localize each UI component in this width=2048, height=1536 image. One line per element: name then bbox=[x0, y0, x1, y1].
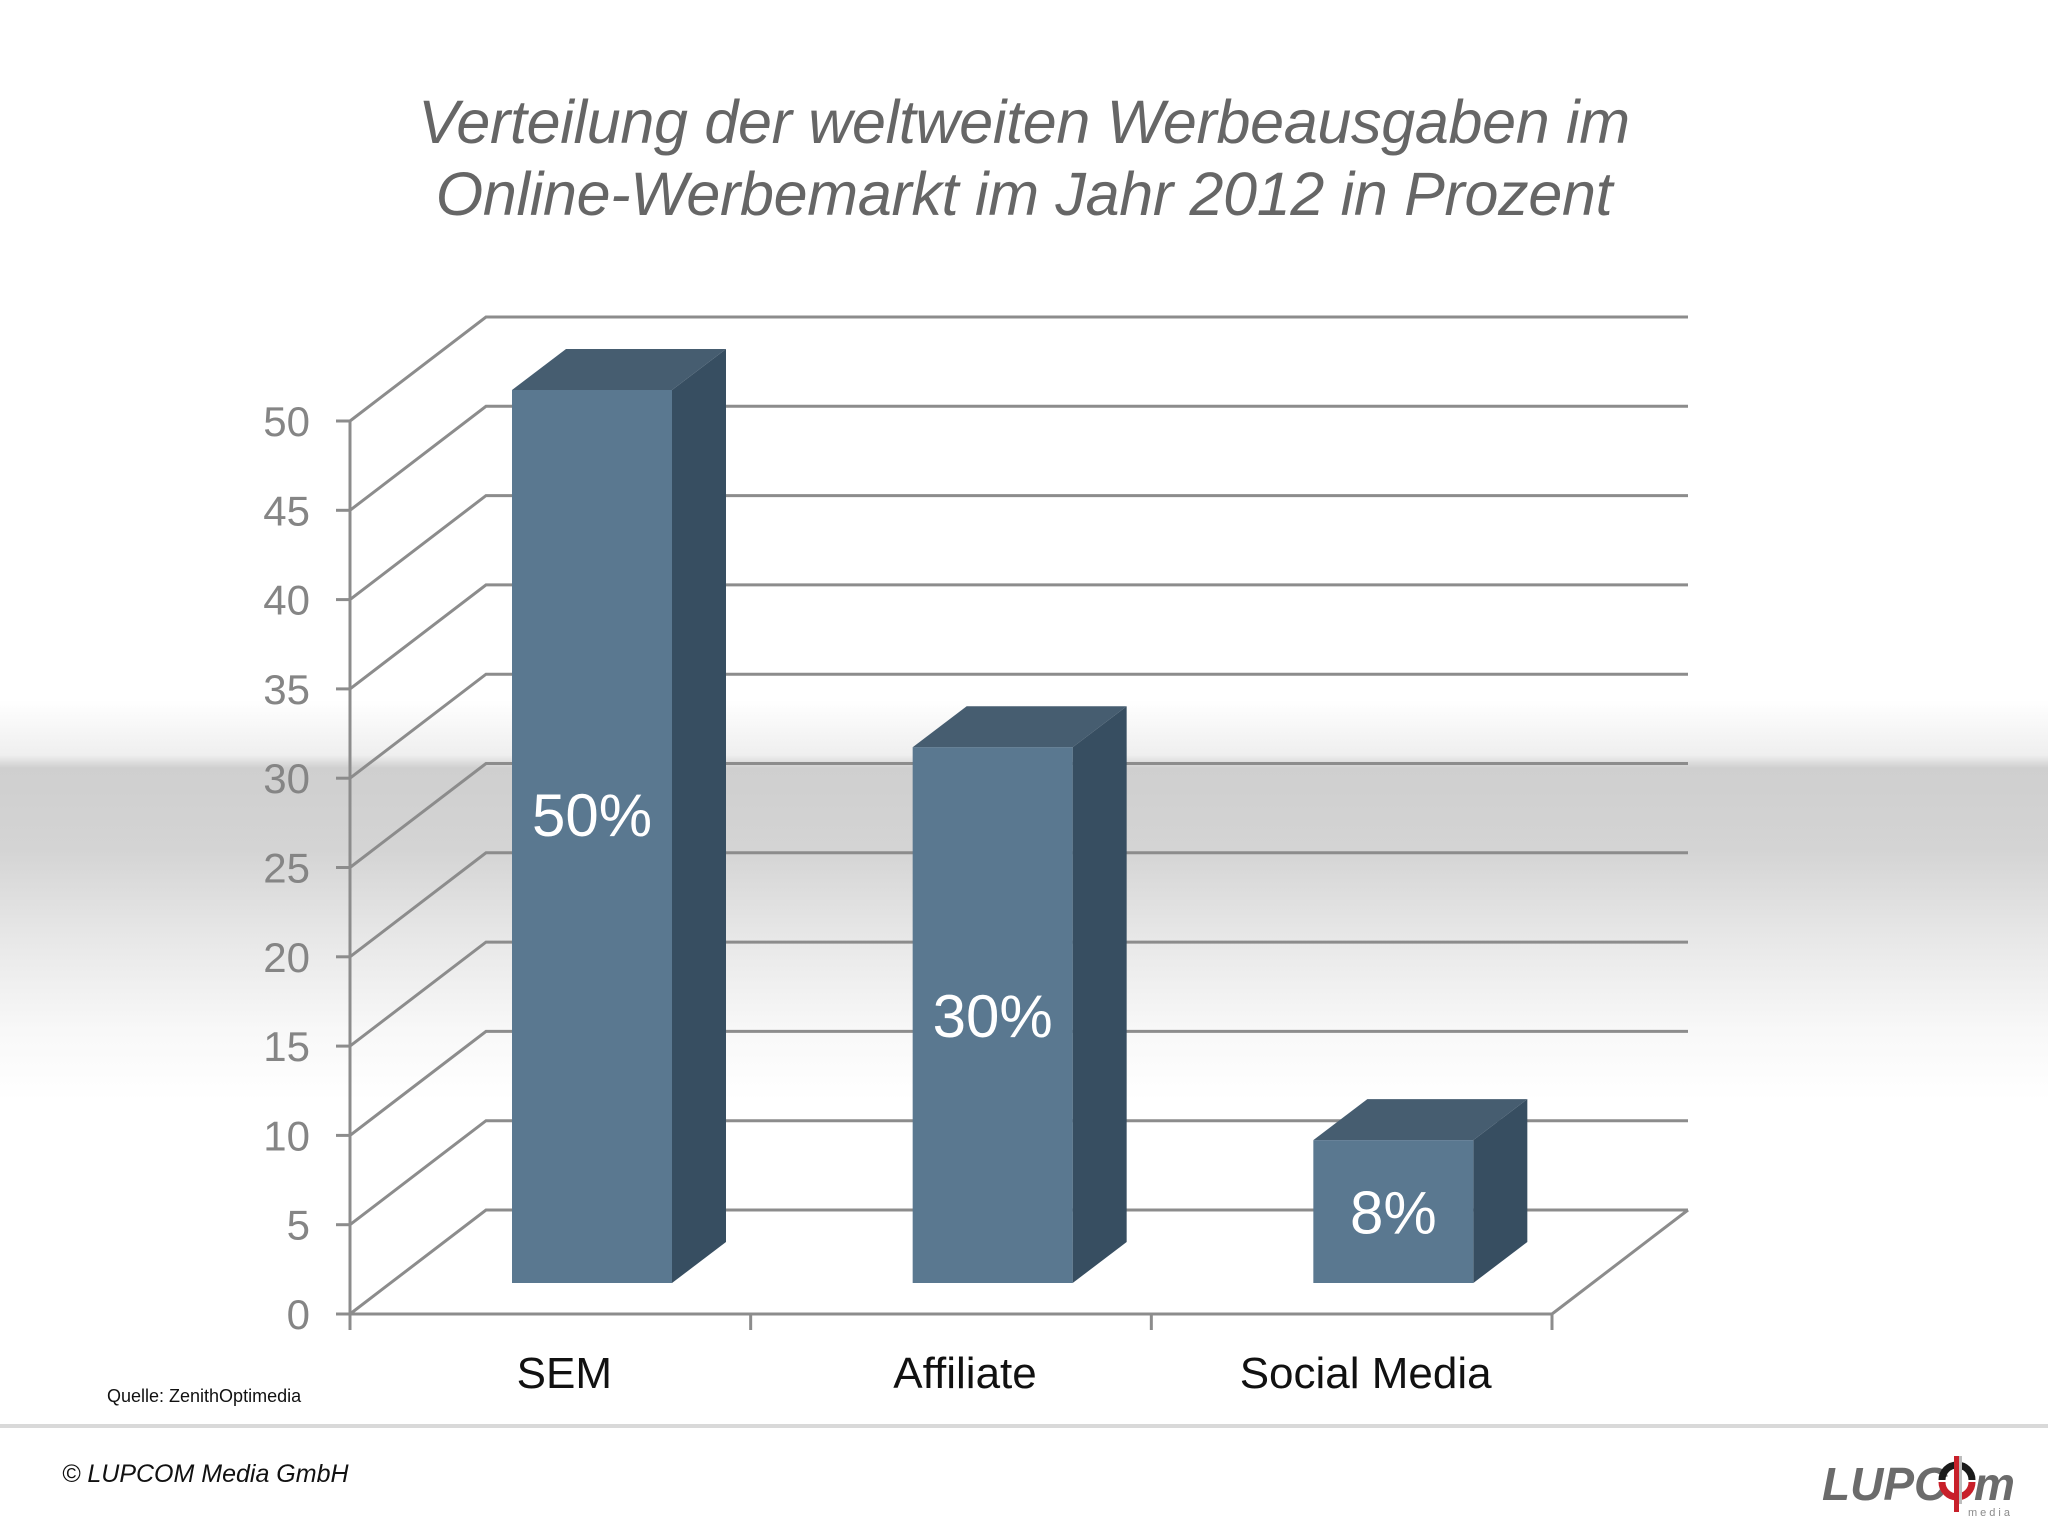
bar-data-label: 50% bbox=[532, 782, 652, 849]
grid-line bbox=[349, 315, 1688, 423]
logo-o-ring-icon bbox=[1938, 1456, 1976, 1512]
logo-text-end: m bbox=[1974, 1458, 2015, 1510]
logo-text: LUPC bbox=[1822, 1458, 1948, 1510]
x-category-label: Social Media bbox=[1240, 1349, 1492, 1398]
grid-line bbox=[349, 672, 1688, 780]
y-tick-label: 10 bbox=[263, 1112, 310, 1159]
grid-lines bbox=[349, 315, 1689, 1316]
grid-line bbox=[349, 762, 1688, 869]
y-tick-label: 40 bbox=[263, 577, 310, 624]
grid-line bbox=[349, 1029, 1688, 1137]
bar-social-media: 8% bbox=[1313, 1099, 1528, 1283]
grid-line bbox=[349, 1208, 1688, 1316]
y-tick-label: 15 bbox=[263, 1023, 310, 1070]
copyright-text: © LUPCOM Media GmbH bbox=[62, 1460, 349, 1488]
grid-line bbox=[349, 404, 1688, 512]
chart-title: Verteilung der weltweiten Werbeausgaben … bbox=[0, 86, 2048, 230]
y-tick-label: 0 bbox=[287, 1291, 310, 1338]
grid-line bbox=[349, 583, 1688, 691]
grid-line bbox=[349, 1119, 1688, 1226]
bar-sem: 50% bbox=[512, 349, 726, 1283]
chart-title-line-2: Online-Werbemarkt im Jahr 2012 in Prozen… bbox=[435, 160, 1613, 228]
x-axis-category-labels: SEM Affiliate Social Media bbox=[517, 1349, 1492, 1398]
y-axis-tick-labels: 0 5 10 15 20 25 30 35 40 45 50 bbox=[263, 398, 310, 1338]
bar-affiliate: 30% bbox=[912, 706, 1127, 1283]
y-tick-label: 20 bbox=[263, 934, 310, 981]
y-axis bbox=[336, 419, 352, 1328]
y-tick-label: 5 bbox=[287, 1202, 310, 1249]
bar-data-label: 30% bbox=[933, 983, 1053, 1050]
y-tick-label: 50 bbox=[263, 398, 310, 445]
y-tick-label: 30 bbox=[263, 755, 310, 802]
floor-edge bbox=[1551, 1208, 1689, 1316]
y-tick-label: 35 bbox=[263, 666, 310, 713]
grid-line bbox=[349, 851, 1688, 958]
footer-divider bbox=[0, 1424, 2048, 1428]
y-tick-label: 45 bbox=[263, 487, 310, 534]
x-category-label: Affiliate bbox=[893, 1349, 1037, 1398]
grid-line bbox=[349, 494, 1688, 601]
bar-data-label: 8% bbox=[1350, 1180, 1437, 1247]
lupcom-logo: LUPC m media bbox=[1822, 1456, 2015, 1519]
y-tick-label: 25 bbox=[263, 845, 310, 892]
grid-line bbox=[349, 940, 1688, 1048]
x-axis bbox=[348, 1312, 1554, 1330]
chart-title-line-1: Verteilung der weltweiten Werbeausgaben … bbox=[418, 88, 1630, 156]
x-category-label: SEM bbox=[517, 1349, 612, 1398]
logo-subtitle: media bbox=[1968, 1507, 2013, 1519]
source-note: Quelle: ZenithOptimedia bbox=[107, 1386, 302, 1406]
bars: 50% 30% 8% bbox=[512, 349, 1528, 1283]
